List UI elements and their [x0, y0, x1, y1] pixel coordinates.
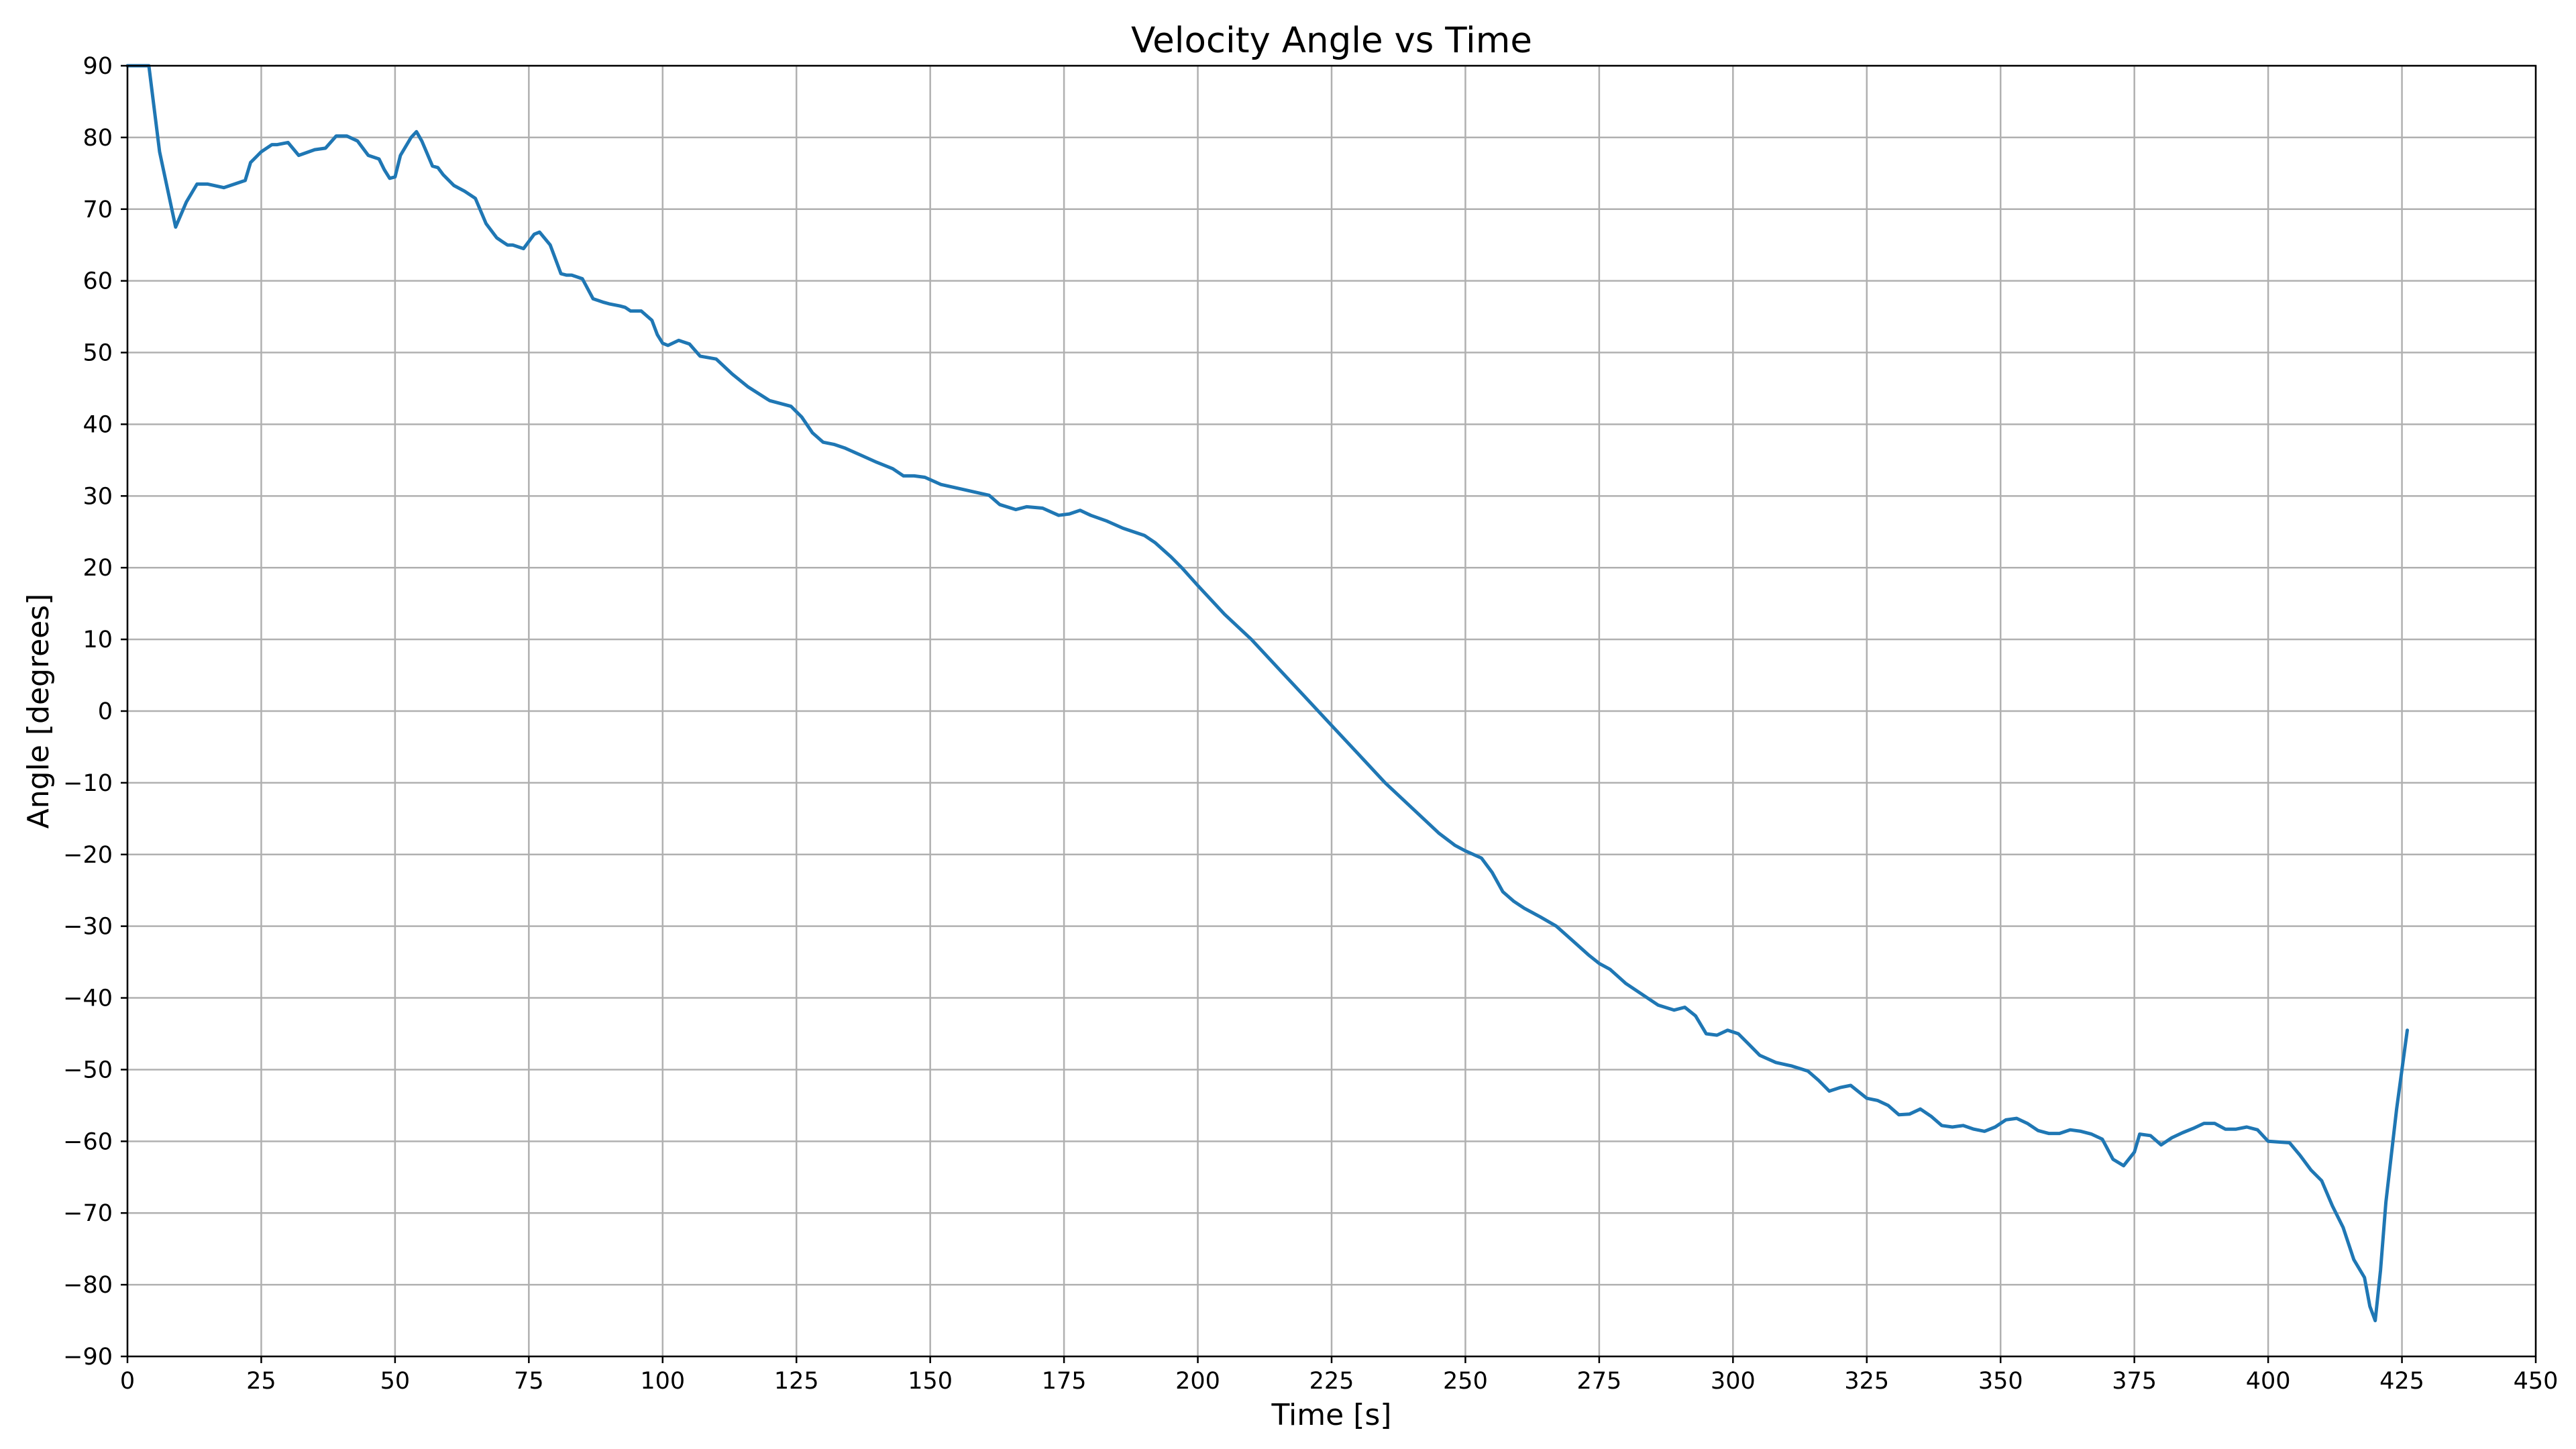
x-tick-label: 150 [908, 1368, 953, 1395]
x-tick-label: 350 [1978, 1368, 2023, 1395]
y-tick-label: −10 [63, 770, 113, 797]
y-tick-label: 30 [83, 483, 113, 510]
x-tick-label: 275 [1576, 1368, 1621, 1395]
x-tick-label: 125 [774, 1368, 819, 1395]
y-tick-label: 60 [83, 268, 113, 295]
y-tick-label: −50 [63, 1057, 113, 1083]
y-tick-label: −20 [63, 842, 113, 869]
y-tick-label: 40 [83, 411, 113, 438]
y-tick-label: 0 [98, 698, 113, 725]
y-tick-label: 80 [83, 125, 113, 152]
y-tick-label: 20 [83, 555, 113, 582]
x-tick-label: 450 [2514, 1368, 2559, 1395]
x-tick-label: 250 [1443, 1368, 1488, 1395]
x-tick-label: 400 [2246, 1368, 2291, 1395]
chart-title: Velocity Angle vs Time [1131, 20, 1532, 61]
x-tick-label: 50 [380, 1368, 411, 1395]
y-tick-label: 70 [83, 197, 113, 223]
y-tick-label: −40 [63, 985, 113, 1012]
y-tick-label: −70 [63, 1200, 113, 1227]
y-tick-label: −30 [63, 914, 113, 941]
y-tick-label: 50 [83, 340, 113, 367]
x-tick-label: 175 [1042, 1368, 1087, 1395]
x-tick-label: 325 [1844, 1368, 1889, 1395]
x-tick-label: 300 [1711, 1368, 1756, 1395]
y-tick-label: −60 [63, 1128, 113, 1155]
x-tick-label: 25 [246, 1368, 276, 1395]
y-tick-label: 10 [83, 627, 113, 653]
x-tick-label: 200 [1175, 1368, 1220, 1395]
x-tick-label: 100 [640, 1368, 685, 1395]
x-tick-label: 425 [2379, 1368, 2424, 1395]
x-axis-label: Time [s] [1271, 1398, 1392, 1432]
y-tick-label: −90 [63, 1344, 113, 1371]
x-tick-label: 375 [2112, 1368, 2157, 1395]
x-tick-label: 0 [120, 1368, 135, 1395]
y-axis-label: Angle [degrees] [21, 594, 56, 829]
y-tick-label: −80 [63, 1272, 113, 1299]
y-tick-label: 90 [83, 53, 113, 80]
x-tick-label: 75 [514, 1368, 544, 1395]
x-tick-label: 225 [1309, 1368, 1354, 1395]
